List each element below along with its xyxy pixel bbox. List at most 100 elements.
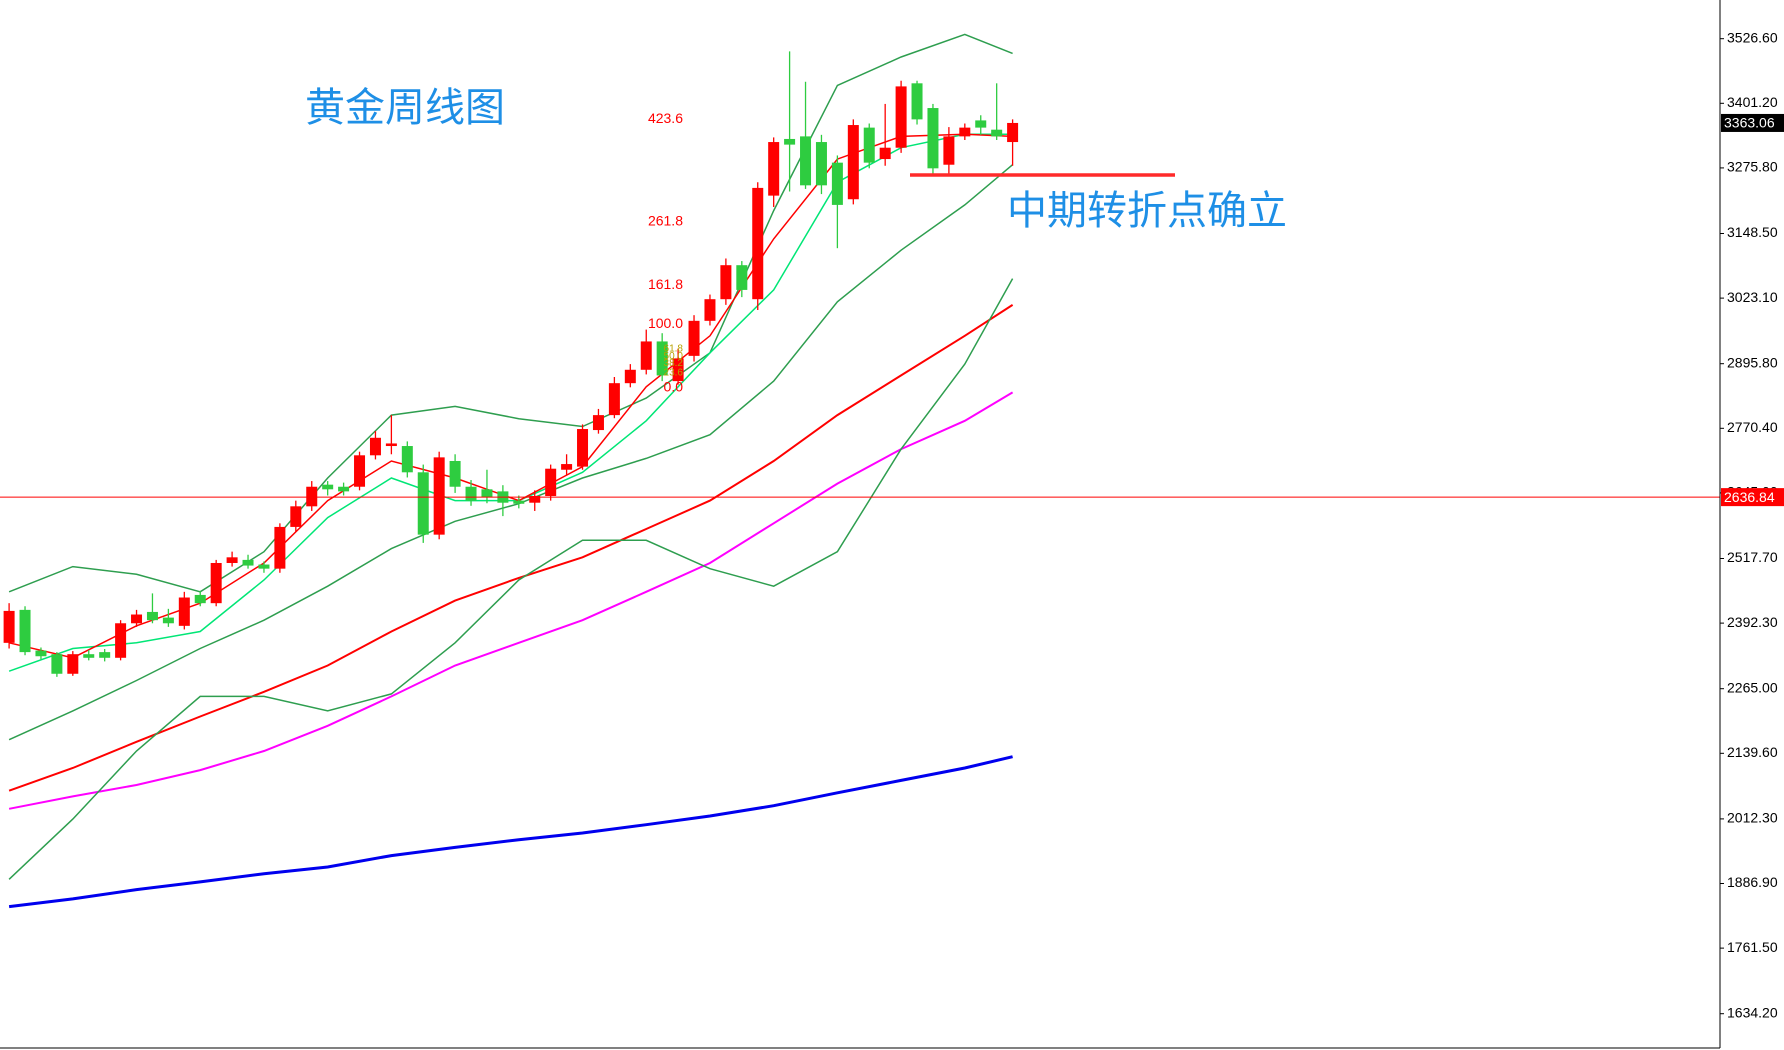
fib-label: 100.0 [648,315,683,331]
y-tick-label: 2770.40 [1727,419,1778,435]
y-tick-label: 2139.60 [1727,744,1778,760]
candle-body [592,415,604,431]
candle-body [290,506,302,527]
candle-body [561,464,573,470]
candle-body [831,162,843,205]
candle-body [608,383,620,416]
candle-body [991,129,1003,137]
y-tick-label: 3275.80 [1727,159,1778,175]
candle-body [784,138,796,145]
y-tick-label: 3023.10 [1727,289,1778,305]
hline-label-box [1721,488,1784,507]
fib-label: 423.6 [648,110,683,126]
candle-body [529,496,541,503]
indicator-line [8,278,1014,880]
indicator-line [8,755,1013,909]
candle-body [258,564,270,569]
candle-body [959,127,971,137]
candle-body [800,136,812,186]
price-label: 3363.06 [1724,115,1775,131]
candle-body [19,609,31,653]
candle-body [975,120,987,128]
y-tick-label: 2895.80 [1727,354,1778,370]
overlays: 0.023.638.250.061.8 100.0 161.8 261.8 423.6 [0,110,1720,498]
candle-body [863,127,875,163]
candle-body [194,594,206,604]
y-tick-label: 3148.50 [1727,224,1778,240]
candle-body [449,460,461,487]
indicator-line [8,304,1014,792]
candle-body [306,486,318,507]
fib-label: 23.6 [664,367,684,378]
y-tick-label: 3401.20 [1727,94,1778,110]
candle-body [274,526,286,569]
candle-body [879,147,891,160]
fib-label: 38.2 [664,358,684,369]
candle-body [99,652,111,658]
candle-body [131,614,143,624]
fib-label: 0.0 [664,379,684,395]
candle-body [67,654,79,674]
candle-body [943,136,955,165]
y-tick-label: 2517.70 [1727,549,1778,565]
candle-body [433,457,445,535]
candle-body [3,610,15,643]
hline-label: 2636.84 [1724,489,1775,505]
candle-body [465,486,477,501]
candle-body [752,187,764,300]
candle-body [640,341,652,370]
candle-body [35,650,47,657]
candle-body [513,500,525,504]
candle-body [242,559,254,566]
candle-body [927,108,939,169]
candle-body [210,562,222,604]
indicator-line [8,33,1013,593]
y-tick-label: 3526.60 [1727,29,1778,45]
candle-body [322,484,334,490]
candle-body [624,369,636,384]
candle-body [417,472,429,535]
candle-body [369,437,381,456]
candle-body [115,623,127,658]
candle-body [146,611,158,621]
fib-label: 50.0 [664,351,684,362]
candle-body [83,654,95,658]
candle-body [895,86,907,148]
annotation: 中期转折点确立 [1007,188,1287,234]
fib-label: 261.8 [648,213,683,229]
candle-body [354,455,366,487]
y-tick-label: 1761.50 [1727,939,1778,955]
candle-body [401,446,413,473]
indicator-line [8,391,1014,810]
candle-body [815,142,827,186]
candle-body [736,265,748,290]
y-tick-label: 2265.00 [1727,679,1778,695]
candle-body [768,142,780,196]
fib-label: 61.8 [664,343,684,354]
candle-body [338,486,350,492]
candle-body [577,429,589,467]
candle-body [545,468,557,497]
price-label-box [1721,113,1784,132]
candle-body [178,597,190,626]
fib-label: 161.8 [648,276,683,292]
y-tick-label: 2392.30 [1727,614,1778,630]
candle-body [672,358,684,382]
y-tick-label: 2012.30 [1727,810,1778,826]
chart-title: 黄金周线图 [305,85,505,131]
candle-body [847,125,859,200]
candle-body [385,443,397,447]
candle-body [226,557,238,563]
y-tick-label: 1886.90 [1727,874,1778,890]
candle-body [51,654,63,674]
candle-body [481,489,493,498]
candle-body [1007,122,1019,143]
candle-body [162,617,174,624]
candle-body [911,83,923,120]
candle-body [656,341,668,376]
candle-body [688,320,700,356]
candle-body [704,299,716,321]
y-tick-label: 1634.20 [1727,1004,1778,1020]
